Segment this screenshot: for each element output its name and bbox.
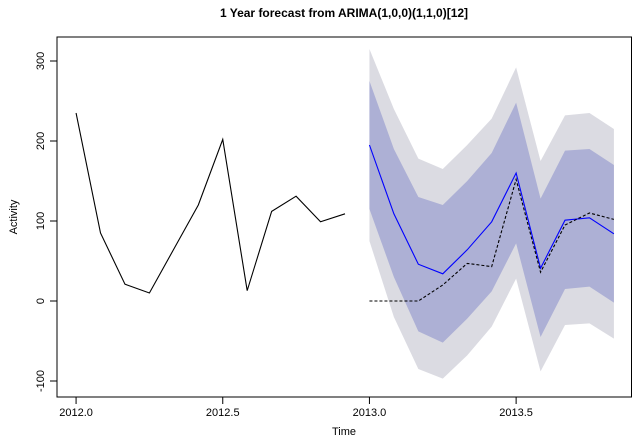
x-axis-label: Time (332, 426, 356, 438)
y-tick-label: 100 (35, 212, 47, 230)
series-line (369, 177, 615, 302)
plot-area (75, 49, 615, 379)
x-tick-label: 2012.5 (206, 407, 240, 419)
y-tick-label: 0 (35, 298, 47, 304)
series-line (368, 144, 615, 275)
x-tick-label: 2013.0 (353, 407, 387, 419)
chart-title: 1 Year forecast from ARIMA(1,0,0)(1,1,0)… (220, 6, 468, 20)
x-tick-label: 2012.0 (59, 407, 93, 419)
forecast-band (369, 81, 614, 343)
series-line (75, 112, 346, 294)
y-tick-label: 200 (35, 132, 47, 150)
x-tick-label: 2013.5 (499, 407, 533, 419)
y-axis-label: Activity (8, 199, 20, 234)
y-tick-label: -100 (35, 370, 47, 392)
y-tick-label: 300 (35, 52, 47, 70)
